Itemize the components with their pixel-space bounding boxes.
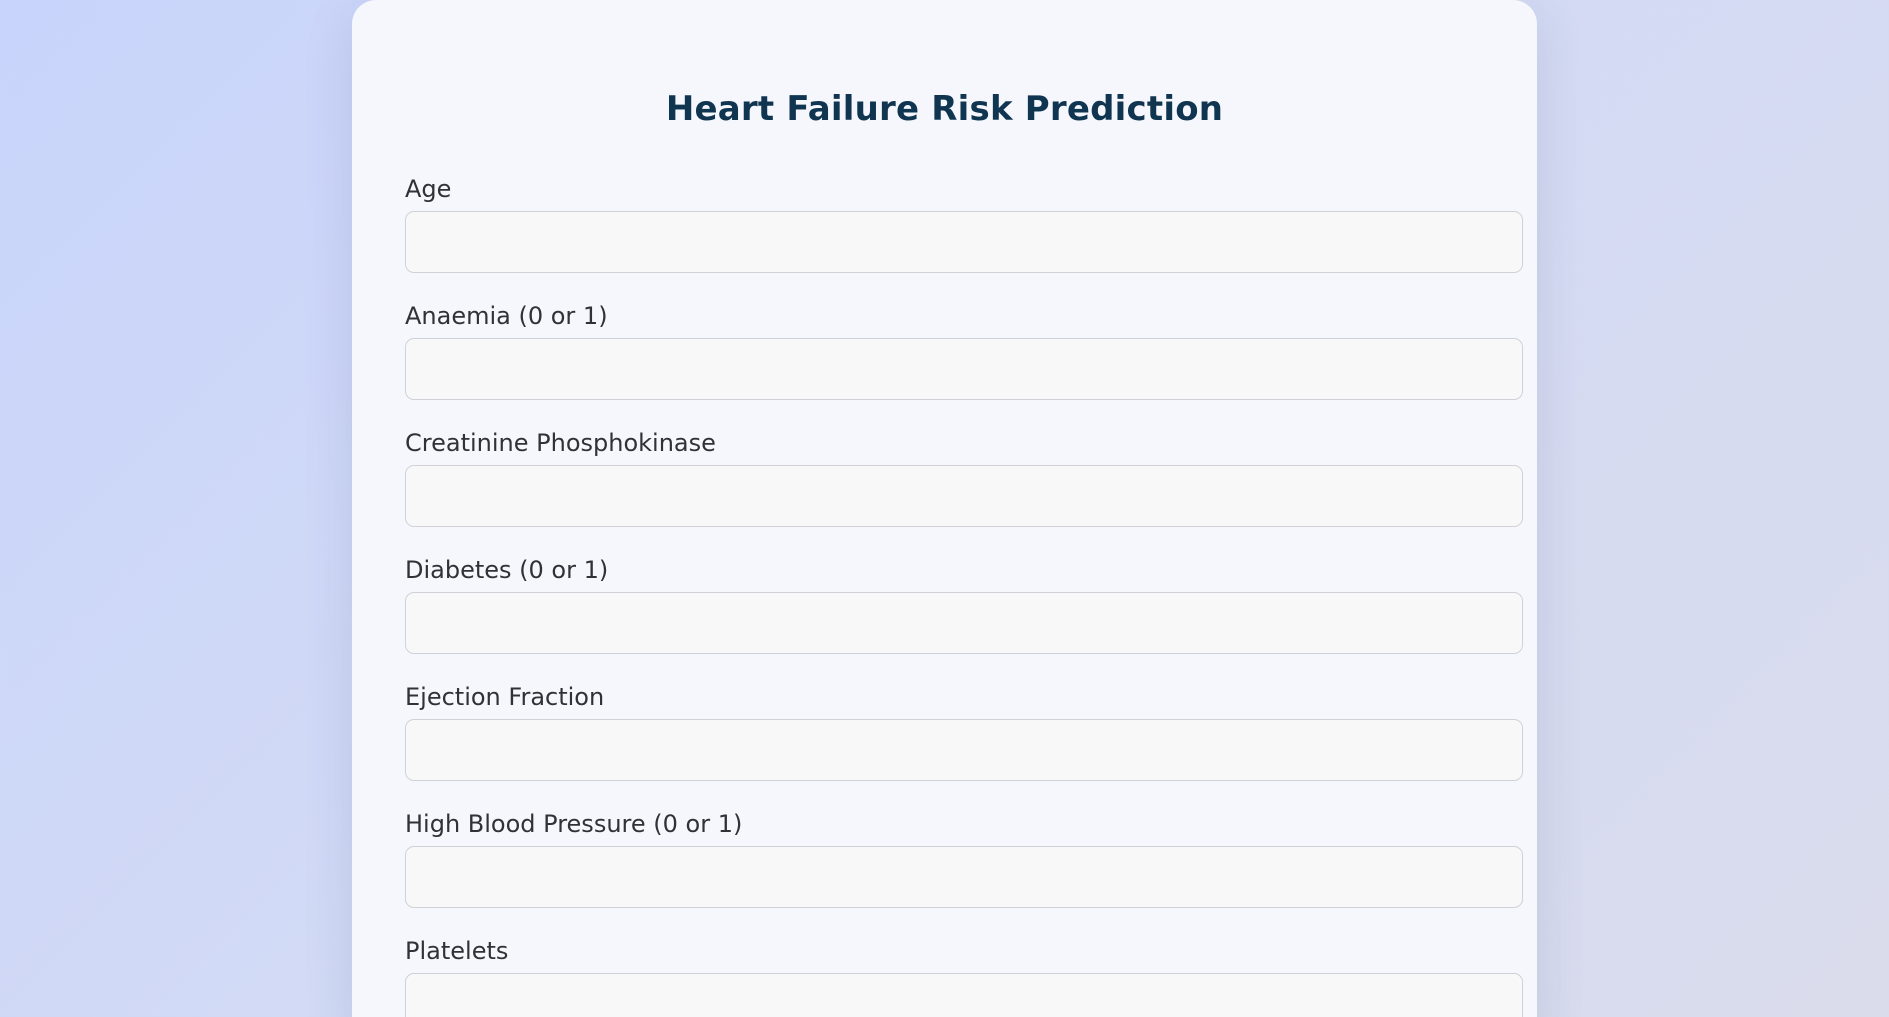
age-input[interactable] bbox=[405, 211, 1523, 273]
field-ejection-fraction: Ejection Fraction bbox=[405, 685, 1523, 812]
field-label-high-blood-pressure: High Blood Pressure (0 or 1) bbox=[405, 810, 743, 838]
page-title: Heart Failure Risk Prediction bbox=[665, 89, 1224, 129]
field-label-creatinine-phosphokinase: Creatinine Phosphokinase bbox=[405, 429, 716, 457]
field-anaemia: Anaemia (0 or 1) bbox=[405, 304, 1523, 431]
form-card: Heart Failure Risk Prediction Age Anaemi… bbox=[352, 0, 1537, 1017]
field-age: Age bbox=[405, 177, 1523, 304]
anaemia-input[interactable] bbox=[405, 338, 1523, 400]
creatinine-phosphokinase-input[interactable] bbox=[405, 465, 1523, 527]
diabetes-input[interactable] bbox=[405, 592, 1523, 654]
field-label-platelets: Platelets bbox=[405, 937, 509, 965]
field-label-anaemia: Anaemia (0 or 1) bbox=[405, 302, 608, 330]
platelets-input[interactable] bbox=[405, 973, 1523, 1017]
field-platelets: Platelets bbox=[405, 939, 1523, 1017]
high-blood-pressure-input[interactable] bbox=[405, 846, 1523, 908]
ejection-fraction-input[interactable] bbox=[405, 719, 1523, 781]
field-diabetes: Diabetes (0 or 1) bbox=[405, 558, 1523, 685]
field-high-blood-pressure: High Blood Pressure (0 or 1) bbox=[405, 812, 1523, 939]
field-creatinine-phosphokinase: Creatinine Phosphokinase bbox=[405, 431, 1523, 558]
prediction-form: Age Anaemia (0 or 1) Creatinine Phosphok… bbox=[405, 177, 1523, 1017]
field-label-age: Age bbox=[405, 175, 452, 203]
field-label-ejection-fraction: Ejection Fraction bbox=[405, 683, 605, 711]
field-label-diabetes: Diabetes (0 or 1) bbox=[405, 556, 609, 584]
